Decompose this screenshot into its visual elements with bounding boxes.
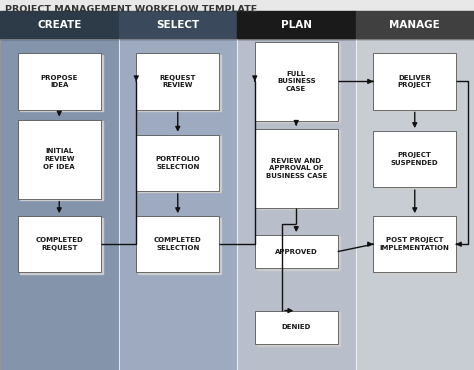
Bar	[373, 53, 456, 110]
Bar	[20, 55, 102, 111]
Bar	[118, 39, 237, 370]
Bar	[138, 218, 221, 274]
Text: DENIED: DENIED	[282, 324, 311, 330]
Bar	[0, 39, 118, 370]
Bar	[0, 11, 118, 39]
Bar	[375, 55, 458, 111]
Bar	[118, 11, 237, 39]
Bar	[136, 135, 219, 191]
Bar	[18, 120, 100, 199]
Text: DELIVER
PROJECT: DELIVER PROJECT	[398, 74, 432, 88]
Text: PLAN: PLAN	[281, 20, 312, 30]
Bar	[373, 216, 456, 272]
Text: FULL
BUSINESS
CASE: FULL BUSINESS CASE	[277, 71, 316, 92]
Text: MANAGE: MANAGE	[389, 20, 440, 30]
Bar	[257, 312, 339, 346]
Text: INITIAL
REVIEW
OF IDEA: INITIAL REVIEW OF IDEA	[44, 148, 75, 170]
Bar	[257, 130, 339, 209]
Bar	[255, 235, 337, 268]
Text: COMPLETED
REQUEST: COMPLETED REQUEST	[36, 237, 83, 251]
Text: CREATE: CREATE	[37, 20, 82, 30]
Text: POST PROJECT
IMPLEMENTATION: POST PROJECT IMPLEMENTATION	[380, 237, 450, 251]
Text: REVIEW AND
APPROVAL OF
BUSINESS CASE: REVIEW AND APPROVAL OF BUSINESS CASE	[265, 158, 327, 179]
Bar	[375, 132, 458, 189]
Text: REQUEST
REVIEW: REQUEST REVIEW	[159, 74, 196, 88]
Bar	[375, 218, 458, 274]
Text: APPROVED: APPROVED	[275, 249, 318, 255]
Text: COMPLETED
SELECTION: COMPLETED SELECTION	[154, 237, 201, 251]
Bar	[257, 236, 339, 270]
Bar	[255, 42, 337, 121]
Text: PROJECT
SUSPENDED: PROJECT SUSPENDED	[391, 152, 438, 166]
Bar	[138, 136, 221, 192]
Text: PROPOSE
IDEA: PROPOSE IDEA	[41, 74, 78, 88]
Bar	[0, 39, 474, 370]
Text: PORTFOLIO
SELECTION: PORTFOLIO SELECTION	[155, 156, 200, 170]
Bar	[20, 218, 102, 274]
Bar	[356, 39, 474, 370]
Bar	[138, 55, 221, 111]
Bar	[136, 53, 219, 110]
Bar	[136, 216, 219, 272]
Bar	[356, 11, 474, 39]
Bar	[20, 121, 102, 200]
Bar	[18, 216, 100, 272]
Bar	[18, 53, 100, 110]
Bar	[373, 131, 456, 187]
Text: PROJECT MANAGEMENT WORKFLOW TEMPLATE: PROJECT MANAGEMENT WORKFLOW TEMPLATE	[5, 5, 257, 14]
Bar	[257, 43, 339, 122]
Bar	[237, 39, 356, 370]
Bar	[255, 311, 337, 344]
Text: SELECT: SELECT	[156, 20, 200, 30]
Bar	[255, 129, 337, 208]
Bar	[237, 11, 356, 39]
